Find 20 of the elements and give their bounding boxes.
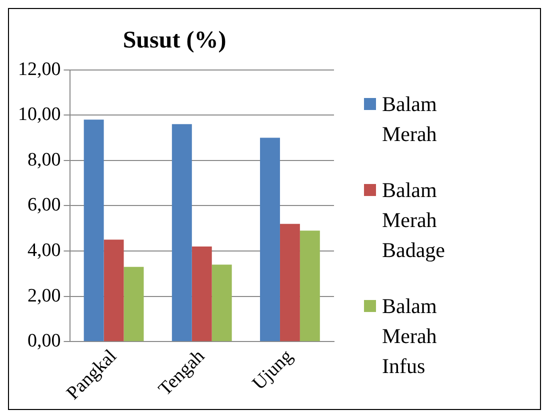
y-tick-label: 0,00 xyxy=(28,330,61,352)
y-tick-label: 4,00 xyxy=(28,240,61,261)
y-tick-label: 6,00 xyxy=(28,194,61,216)
legend-label: Balam Merah Badage xyxy=(382,177,446,264)
bar xyxy=(124,266,144,342)
bar xyxy=(172,124,192,342)
bar xyxy=(260,138,280,342)
y-tick-label: 8,00 xyxy=(28,149,61,170)
bar xyxy=(84,120,104,342)
legend-label: Balam Merah Infus xyxy=(382,293,438,380)
bar xyxy=(280,224,300,342)
y-tick-label: 12,00 xyxy=(18,58,61,80)
y-tick-label: 10,00 xyxy=(18,104,61,126)
bar xyxy=(212,264,232,342)
bar xyxy=(300,230,320,342)
y-tick-label: 2,00 xyxy=(28,285,61,306)
chart-title: Susut (%) xyxy=(122,28,226,54)
legend-label: Balam Merah xyxy=(382,91,438,148)
bar xyxy=(192,246,212,342)
bar xyxy=(104,240,124,342)
